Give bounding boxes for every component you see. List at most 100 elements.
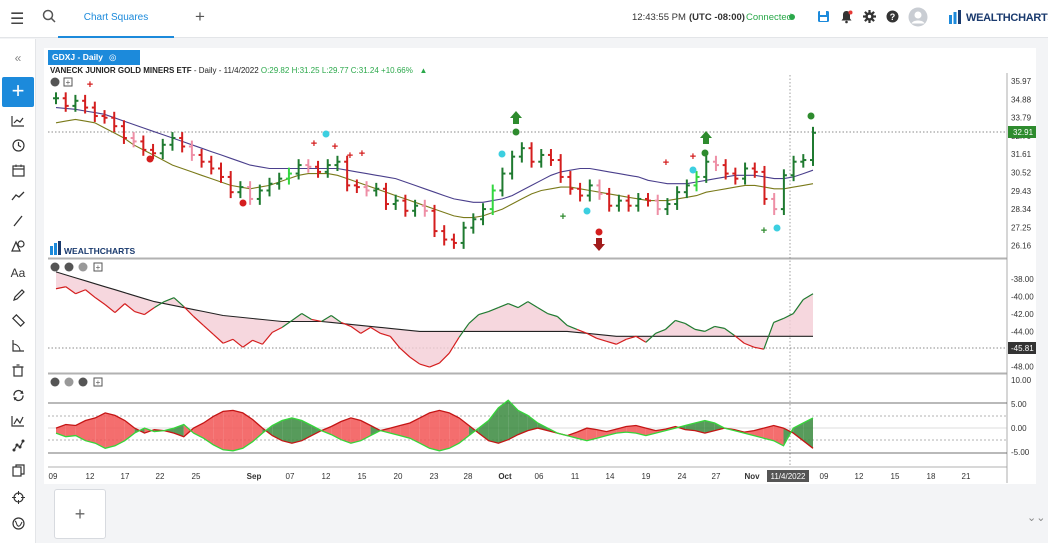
chart-type-icon[interactable] — [0, 112, 36, 134]
ribbon-fill — [203, 416, 214, 445]
price-bar — [810, 126, 816, 166]
oscillator-segment — [753, 346, 764, 350]
price-bar — [217, 162, 224, 183]
oscillator-segment — [134, 310, 145, 316]
price-tick-label: 28.34 — [1011, 205, 1032, 214]
date-tick-label: 17 — [121, 472, 130, 481]
oscillator-segment — [586, 332, 597, 339]
date-tick-label: 11 — [571, 472, 580, 481]
oscillator-segment — [773, 317, 784, 324]
avatar[interactable] — [908, 7, 928, 32]
menu-icon[interactable]: ☰ — [10, 11, 25, 28]
help-icon[interactable]: ? — [886, 10, 899, 28]
oscillator-segment — [547, 312, 558, 318]
oscillator-segment — [517, 301, 529, 309]
date-tick-label: 14 — [606, 472, 615, 481]
oscillator-segment — [675, 319, 686, 325]
plus-marker-icon: + — [332, 141, 338, 153]
oscillator-segment — [724, 327, 735, 336]
date-tick-label: Nov — [744, 472, 760, 481]
oscillator-segment — [802, 293, 814, 301]
price-bar — [586, 179, 593, 202]
pencil-icon[interactable] — [0, 287, 36, 309]
trash-icon[interactable] — [0, 362, 36, 384]
signal-circle-icon — [807, 112, 815, 120]
ribbon-fill — [321, 426, 332, 435]
ribbon-tick-label: 0.00 — [1011, 424, 1027, 433]
change-arrow-icon: ▲ — [419, 66, 428, 75]
price-bar — [761, 165, 768, 205]
pane-controls-price[interactable]: + — [50, 77, 73, 88]
clock-icon[interactable] — [0, 137, 36, 159]
oscillator-segment — [124, 303, 136, 313]
save-icon[interactable] — [817, 10, 830, 28]
calendar-icon[interactable] — [0, 162, 36, 184]
plus-marker-icon: + — [359, 148, 365, 160]
ribbon-fill — [527, 415, 538, 431]
ribbon-fill — [232, 410, 243, 451]
search-icon[interactable] — [42, 9, 56, 28]
crosshair-icon[interactable] — [0, 489, 36, 511]
brand-name: WEALTHCHARTS — [966, 12, 1048, 24]
price-bar — [363, 181, 370, 197]
ribbon-fill — [763, 425, 774, 441]
add-tab-button[interactable]: + — [195, 7, 205, 26]
sync-icon[interactable] — [0, 387, 36, 409]
svg-text:+: + — [96, 378, 101, 387]
price-bar — [324, 159, 331, 178]
ribbon-fill — [311, 425, 322, 436]
pane-controls-ribbon[interactable]: + — [50, 377, 103, 388]
price-bar — [577, 182, 584, 202]
price-bar — [635, 193, 642, 212]
globe-icon[interactable] — [0, 515, 36, 537]
signal-circle-icon — [146, 155, 154, 163]
osc-tick-label: -42.00 — [1011, 310, 1034, 319]
ribbon-fill — [75, 420, 86, 441]
ruler-icon[interactable] — [0, 312, 36, 334]
ribbon-fill — [606, 429, 617, 436]
oscillator-segment — [458, 323, 470, 338]
timezone-label[interactable]: (UTC -08:00) — [689, 12, 745, 23]
ribbon-tick-label: -5.00 — [1011, 448, 1030, 457]
chart-panel[interactable] — [44, 48, 1036, 484]
change-value: +10.66% — [381, 66, 413, 75]
instrument-name: VANECK JUNIOR GOLD MINERS ETF — [50, 66, 192, 75]
gear-icon[interactable] — [863, 10, 876, 28]
ribbon-fill — [803, 417, 813, 449]
price-bar — [664, 198, 671, 216]
price-tick-label: 34.88 — [1011, 95, 1032, 104]
price-bar — [120, 120, 127, 144]
svg-text:+: + — [66, 78, 71, 87]
indicator-icon[interactable] — [0, 412, 36, 434]
bell-icon[interactable] — [840, 10, 853, 29]
date-tick-label: 18 — [927, 472, 936, 481]
measure-icon[interactable] — [0, 337, 36, 359]
nodes-icon[interactable] — [0, 437, 36, 459]
plus-marker-icon: + — [560, 211, 566, 223]
price-bar — [518, 142, 525, 163]
ribbon-fill — [85, 417, 96, 444]
crosshair-date-label: 11/4/2022 — [771, 472, 807, 481]
ribbon-fill — [409, 417, 420, 444]
tab-chart-squares[interactable]: Chart Squares — [58, 0, 174, 38]
svg-text:?: ? — [890, 12, 896, 22]
ribbon-fill — [429, 410, 440, 451]
cyan-signal-icon — [689, 166, 697, 174]
collapse-toolbar-icon[interactable]: « — [14, 51, 22, 65]
ribbon-fill — [252, 419, 263, 442]
copy-icon[interactable] — [0, 462, 36, 484]
chevron-double-down-icon[interactable]: ⌄⌄ — [1027, 512, 1046, 524]
add-button[interactable]: + — [2, 77, 34, 107]
symbol-tab[interactable]: GDXJ - Daily ◎ — [48, 50, 140, 65]
price-bar — [489, 184, 496, 216]
pane-controls-oscillator[interactable]: + — [50, 262, 103, 273]
text-tool-icon[interactable]: Aa — [10, 266, 26, 280]
price-bar — [276, 172, 283, 190]
trend-icon[interactable] — [0, 187, 36, 209]
oscillator-segment — [360, 326, 371, 334]
price-bar — [732, 167, 739, 185]
line-tool-icon[interactable] — [0, 212, 36, 234]
shapes-icon[interactable] — [0, 237, 36, 259]
add-chart-square-button[interactable]: + — [54, 489, 106, 539]
